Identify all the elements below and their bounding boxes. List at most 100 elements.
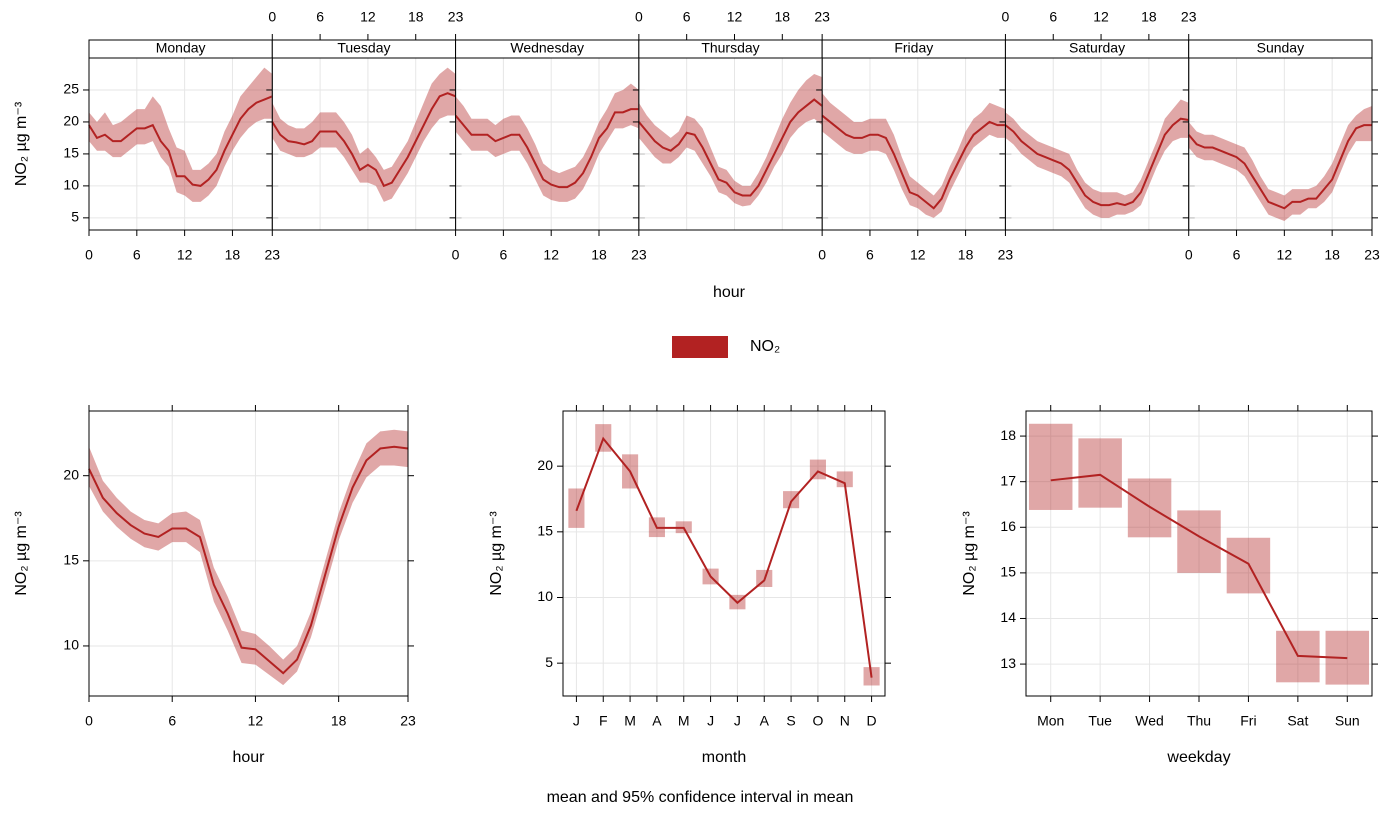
x-tick-label: Mon <box>1037 713 1064 729</box>
x-tick-label: 12 <box>543 247 559 263</box>
y-tick-label: 10 <box>63 637 79 653</box>
x-tick-label: S <box>786 713 795 729</box>
x-tick-label: 6 <box>1233 247 1241 263</box>
y-tick-label: 16 <box>1000 518 1016 534</box>
x-tick-label: Sat <box>1287 713 1308 729</box>
mean-line <box>271 92 456 188</box>
mean-line <box>454 108 639 189</box>
ci-band <box>89 67 273 202</box>
panel-frame <box>1025 410 1373 697</box>
panel-frame <box>88 410 409 697</box>
y-tick-label: 15 <box>537 523 553 539</box>
y-tick-label: 13 <box>1000 655 1016 671</box>
x-tick-label: 18 <box>408 9 424 25</box>
x-tick-label: 0 <box>268 9 276 25</box>
panel-frame <box>562 410 886 697</box>
x-tick-label: 23 <box>264 247 280 263</box>
x-tick-label: 6 <box>316 9 324 25</box>
x-tick-label: O <box>812 713 823 729</box>
x-tick-label: 18 <box>958 247 974 263</box>
x-tick-label: Sun <box>1335 713 1360 729</box>
ci-band <box>1188 105 1372 222</box>
x-tick-label: J <box>734 713 741 729</box>
y-tick-label: 25 <box>63 81 79 97</box>
y-tick-label: 15 <box>63 145 79 161</box>
x-tick-label: 23 <box>998 247 1014 263</box>
strip-label: Saturday <box>1069 40 1125 56</box>
x-tick-label: 6 <box>1049 9 1057 25</box>
x-tick-label: 0 <box>818 247 826 263</box>
panel-frame <box>1188 57 1373 231</box>
x-tick-label: 12 <box>360 9 376 25</box>
mean-line <box>88 95 273 187</box>
x-axis-label: hour <box>232 749 265 766</box>
y-tick-label: 20 <box>537 457 553 473</box>
strip-label: Tuesday <box>337 40 390 56</box>
x-tick-label: 23 <box>448 9 464 25</box>
x-tick-label: 18 <box>225 247 241 263</box>
x-axis-label: hour <box>713 284 746 301</box>
x-tick-label: 0 <box>452 247 460 263</box>
mean-line <box>1004 117 1189 207</box>
ci-band <box>272 67 456 202</box>
y-axis-label: NO₂ µg m⁻³ <box>488 511 505 596</box>
strip-label: Monday <box>156 40 206 56</box>
ci-box <box>1177 510 1221 573</box>
x-tick-label: N <box>840 713 850 729</box>
ci-box <box>836 471 853 488</box>
x-tick-label: 12 <box>248 713 264 729</box>
x-tick-label: J <box>573 713 580 729</box>
ci-band <box>89 429 408 686</box>
x-tick-label: 6 <box>133 247 141 263</box>
x-tick-label: 18 <box>775 9 791 25</box>
y-tick-label: 14 <box>1000 609 1016 625</box>
x-tick-label: 18 <box>591 247 607 263</box>
y-axis-label: NO₂ µg m⁻³ <box>13 101 30 186</box>
x-tick-label: 0 <box>1185 247 1193 263</box>
y-tick-label: 15 <box>1000 564 1016 580</box>
x-tick-label: 18 <box>1141 9 1157 25</box>
x-tick-label: 18 <box>331 713 347 729</box>
x-tick-label: M <box>624 713 636 729</box>
x-tick-label: 6 <box>683 9 691 25</box>
x-axis-label: month <box>702 749 746 766</box>
mean-line <box>821 114 1006 210</box>
ci-box <box>1028 423 1073 510</box>
y-tick-label: 5 <box>545 654 553 670</box>
x-tick-label: F <box>599 713 608 729</box>
x-tick-label: 0 <box>635 9 643 25</box>
x-tick-label: D <box>867 713 877 729</box>
x-tick-label: J <box>707 713 714 729</box>
x-tick-label: 18 <box>1324 247 1340 263</box>
x-tick-label: A <box>652 713 662 729</box>
x-tick-label: 12 <box>910 247 926 263</box>
ci-band <box>822 93 1006 218</box>
strip-label: Sunday <box>1257 40 1304 56</box>
y-tick-label: 17 <box>1000 472 1016 488</box>
x-axis-label: weekday <box>1166 749 1230 766</box>
strip-label: Friday <box>894 40 933 56</box>
x-tick-label: 12 <box>1277 247 1293 263</box>
y-tick-label: 10 <box>63 177 79 193</box>
y-tick-label: 20 <box>63 113 79 129</box>
legend-swatch <box>672 336 728 358</box>
ci-box <box>1078 438 1122 508</box>
x-tick-label: 0 <box>1002 9 1010 25</box>
legend-label: NO₂ <box>750 338 780 355</box>
mean-line <box>1050 473 1348 660</box>
x-tick-label: 23 <box>400 713 416 729</box>
ci-box <box>783 491 800 509</box>
y-tick-label: 5 <box>71 209 79 225</box>
x-tick-label: M <box>678 713 690 729</box>
caption: mean and 95% confidence interval in mean <box>547 789 854 806</box>
ci-band <box>638 73 823 207</box>
x-tick-label: Thu <box>1187 713 1211 729</box>
x-tick-label: Tue <box>1088 713 1112 729</box>
ci-box <box>809 459 826 480</box>
x-tick-label: Wed <box>1135 713 1164 729</box>
x-tick-label: 23 <box>1181 9 1197 25</box>
strip-label: Wednesday <box>510 40 584 56</box>
strip-label: Thursday <box>701 40 759 56</box>
x-tick-label: 12 <box>1093 9 1109 25</box>
